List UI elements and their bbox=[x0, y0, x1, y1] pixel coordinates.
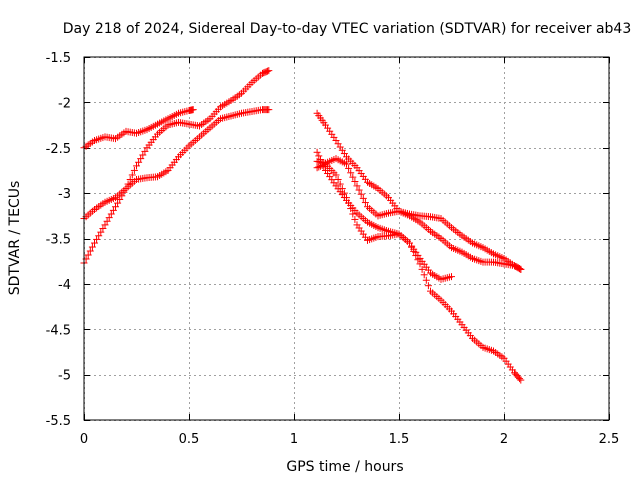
data-point bbox=[91, 239, 98, 247]
data-point bbox=[349, 210, 357, 218]
y-tick-label: -3.5 bbox=[46, 233, 71, 248]
data-point bbox=[313, 164, 321, 172]
data-point bbox=[128, 171, 136, 179]
y-tick-label: -5.5 bbox=[46, 414, 71, 429]
data-point bbox=[105, 214, 113, 222]
data-point bbox=[420, 271, 428, 279]
chart-title: Day 218 of 2024, Sidereal Day-to-day VTE… bbox=[63, 21, 632, 37]
data-point bbox=[345, 199, 353, 207]
data-point bbox=[332, 171, 340, 179]
y-tick-label: -4 bbox=[58, 278, 71, 293]
data-point bbox=[353, 182, 361, 190]
data-point bbox=[107, 210, 115, 218]
data-point bbox=[336, 180, 344, 188]
data-point bbox=[137, 155, 145, 163]
data-point bbox=[97, 228, 105, 236]
data-point bbox=[334, 176, 342, 184]
data-point bbox=[345, 164, 353, 172]
y-tick-label: -5 bbox=[58, 369, 71, 384]
data-point bbox=[95, 232, 103, 240]
x-tick-label: 0.5 bbox=[179, 432, 200, 447]
plot-border bbox=[83, 56, 610, 421]
data-point bbox=[120, 188, 128, 196]
data-point bbox=[359, 194, 367, 202]
data-point bbox=[418, 265, 426, 273]
x-tick-label: 1 bbox=[290, 432, 298, 447]
data-point bbox=[340, 189, 348, 197]
data-point bbox=[124, 180, 132, 188]
data-point bbox=[516, 375, 524, 383]
data-point bbox=[118, 192, 126, 200]
data-point bbox=[265, 106, 273, 114]
data-point bbox=[516, 265, 524, 273]
data-point bbox=[130, 166, 138, 174]
x-tick-label: 1.5 bbox=[389, 432, 410, 447]
data-point bbox=[93, 235, 101, 243]
data-point bbox=[88, 243, 96, 251]
data-point bbox=[122, 185, 130, 193]
data-point bbox=[265, 67, 273, 75]
y-tick-label: -2.5 bbox=[46, 142, 71, 157]
data-point bbox=[422, 276, 430, 284]
data-point bbox=[517, 376, 525, 384]
data-point bbox=[351, 215, 359, 223]
data-point bbox=[189, 106, 197, 114]
data-point bbox=[361, 199, 369, 207]
data-point bbox=[343, 194, 350, 202]
data-point bbox=[99, 225, 107, 233]
data-point bbox=[343, 160, 350, 168]
data-point bbox=[135, 158, 143, 166]
data-point bbox=[139, 151, 147, 159]
data-point bbox=[448, 273, 455, 281]
tick-labels: 0 0.5 1 1.5 2 2.5 -5.5 -5 -4.5 -4 -3.5 -3 -2.5 -2 -1.5 bbox=[46, 51, 620, 447]
data-point bbox=[114, 199, 122, 207]
data-point bbox=[133, 162, 140, 170]
data-point bbox=[112, 203, 119, 211]
x-tick-label: 2.5 bbox=[599, 432, 620, 447]
x-axis-label: GPS time / hours bbox=[286, 459, 403, 475]
data-point bbox=[141, 147, 149, 155]
data-point bbox=[357, 190, 365, 198]
data-point bbox=[347, 169, 355, 177]
data-point bbox=[109, 206, 117, 214]
data-point bbox=[347, 205, 355, 213]
y-tick-label: -3 bbox=[58, 187, 71, 202]
data-point bbox=[101, 221, 109, 229]
y-tick-label: -2 bbox=[58, 96, 71, 111]
data-point bbox=[84, 251, 92, 259]
plot-points bbox=[80, 67, 525, 384]
data-point bbox=[349, 173, 357, 181]
data-point bbox=[126, 176, 134, 184]
data-point bbox=[103, 217, 111, 225]
data-point bbox=[264, 67, 272, 75]
data-point bbox=[517, 265, 525, 273]
data-point bbox=[355, 186, 363, 194]
x-tick-label: 0 bbox=[80, 432, 88, 447]
data-point bbox=[313, 148, 321, 156]
data-point bbox=[86, 247, 94, 255]
data-point bbox=[338, 185, 346, 193]
y-tick-label: -4.5 bbox=[46, 323, 71, 338]
x-tick-label: 2 bbox=[500, 432, 508, 447]
data-point bbox=[351, 178, 359, 186]
y-tick-label: -1.5 bbox=[46, 51, 71, 66]
data-point bbox=[424, 282, 432, 290]
y-axis-label: SDTVAR / TECUs bbox=[7, 181, 23, 296]
data-point bbox=[116, 195, 124, 203]
